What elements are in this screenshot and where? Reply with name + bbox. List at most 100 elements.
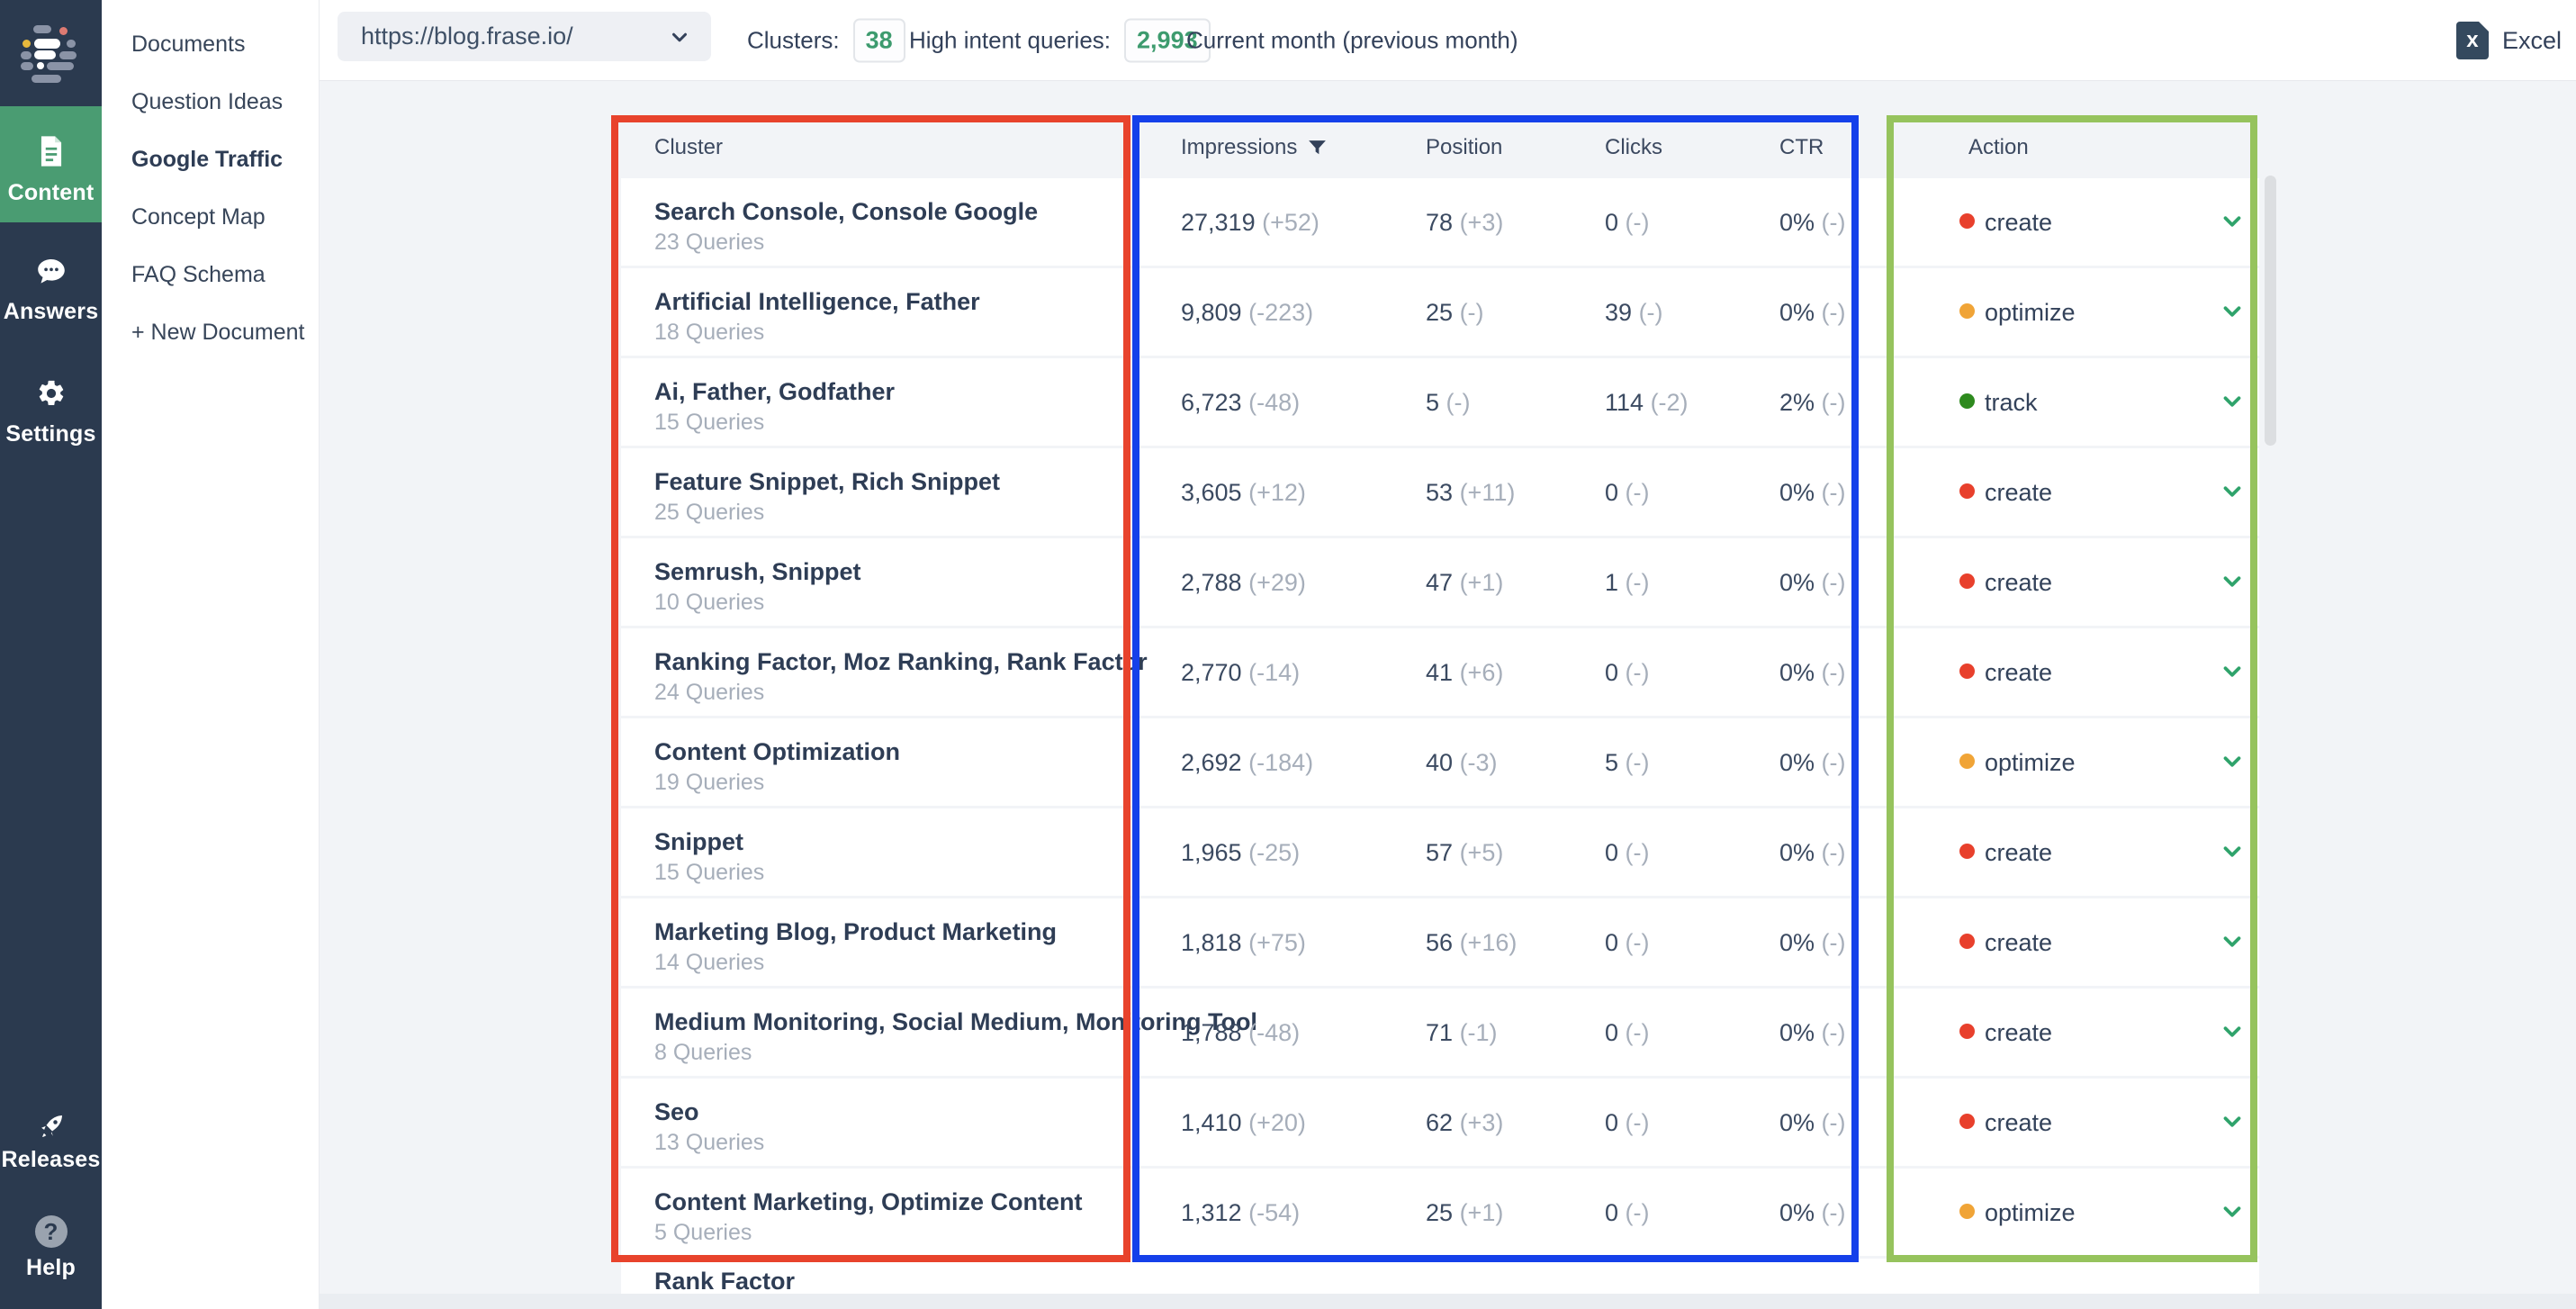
- cluster-name[interactable]: Rank Factor: [654, 1268, 796, 1294]
- chevron-down-icon[interactable]: [2219, 568, 2246, 595]
- rocket-icon: [37, 1112, 66, 1145]
- position-delta: (+5): [1459, 839, 1504, 866]
- cluster-name[interactable]: Feature Snippet, Rich Snippet: [654, 468, 1001, 495]
- impressions-value: 1,788 (-48): [1181, 1019, 1300, 1047]
- cluster-name[interactable]: Seo: [654, 1098, 699, 1125]
- action-label: create: [1985, 569, 2053, 596]
- chevron-down-icon[interactable]: [2219, 658, 2246, 685]
- rail-item-releases[interactable]: Releases: [0, 1098, 102, 1188]
- action-dropdown[interactable]: create: [1959, 808, 2247, 896]
- chevron-down-icon: [671, 32, 688, 41]
- action-dropdown[interactable]: create: [1959, 989, 2247, 1076]
- logo-pill: [59, 51, 77, 59]
- chevron-down-icon[interactable]: [2219, 748, 2246, 775]
- sidebar-item-new-document[interactable]: + New Document: [131, 319, 305, 345]
- action-dropdown[interactable]: track: [1959, 358, 2247, 446]
- column-header-impressions[interactable]: Impressions: [1181, 135, 1329, 160]
- frase-logo[interactable]: [0, 0, 102, 106]
- rail-label-settings: Settings: [5, 421, 96, 447]
- impressions-delta: (-14): [1248, 659, 1301, 686]
- chevron-down-icon[interactable]: [2219, 838, 2246, 865]
- action-dropdown[interactable]: optimize: [1959, 268, 2247, 356]
- cluster-name[interactable]: Medium Monitoring, Social Medium, Monito…: [654, 1008, 1257, 1035]
- cluster-name[interactable]: Search Console, Console Google: [654, 198, 1039, 225]
- logo-pill: [32, 75, 61, 83]
- position-delta: (+1): [1459, 1199, 1504, 1226]
- action-dropdown[interactable]: create: [1959, 1079, 2247, 1166]
- cluster-name[interactable]: Snippet: [654, 828, 743, 855]
- sidebar-item-faq-schema[interactable]: FAQ Schema: [131, 261, 266, 287]
- impressions-value: 1,965 (-25): [1181, 839, 1300, 867]
- action-dropdown[interactable]: optimize: [1959, 718, 2247, 806]
- table-scrollbar[interactable]: [2265, 176, 2276, 446]
- site-url-select[interactable]: https://blog.frase.io/: [338, 12, 711, 61]
- action-dropdown[interactable]: create: [1959, 178, 2247, 266]
- rail-item-settings[interactable]: Settings: [0, 365, 102, 458]
- action-label: create: [1985, 929, 2053, 956]
- ctr-delta: (-): [1821, 1109, 1846, 1136]
- clicks-value: 0 (-): [1605, 1019, 1650, 1047]
- chevron-down-icon[interactable]: [2219, 1108, 2246, 1135]
- cluster-query-count: 23 Queries: [654, 230, 765, 255]
- main-area: https://blog.frase.io/ Clusters: 38 High…: [320, 0, 2576, 1309]
- chevron-down-icon[interactable]: [2219, 388, 2246, 415]
- clicks-delta: (-): [1625, 569, 1650, 596]
- action-dropdown[interactable]: create: [1959, 448, 2247, 536]
- table-row-partial: Rank Factor: [621, 1259, 2259, 1294]
- cluster-name[interactable]: Artificial Intelligence, Father: [654, 288, 980, 315]
- cluster-name[interactable]: Ai, Father, Godfather: [654, 378, 896, 405]
- action-label: create: [1985, 209, 2053, 236]
- cluster-name[interactable]: Content Optimization: [654, 738, 900, 765]
- ctr-number: 0%: [1779, 1199, 1815, 1226]
- cluster-name[interactable]: Semrush, Snippet: [654, 558, 861, 585]
- cluster-name[interactable]: Ranking Factor, Moz Ranking, Rank Factor: [654, 648, 1148, 675]
- action-label: create: [1985, 839, 2053, 866]
- action-status-dot: [1959, 393, 1975, 409]
- action-dropdown[interactable]: optimize: [1959, 1169, 2247, 1256]
- high-intent-label: High intent queries:: [909, 26, 1112, 54]
- ctr-delta: (-): [1821, 479, 1846, 506]
- position-delta: (+1): [1459, 569, 1504, 596]
- cluster-name[interactable]: Marketing Blog, Product Marketing: [654, 918, 1058, 945]
- sidebar-item-documents[interactable]: Documents: [131, 31, 246, 57]
- action-dropdown[interactable]: create: [1959, 538, 2247, 626]
- export-excel-button[interactable]: x Excel: [2455, 22, 2562, 59]
- chevron-down-icon[interactable]: [2219, 478, 2246, 505]
- impressions-number: 9,809: [1181, 299, 1242, 326]
- cluster-query-count: 15 Queries: [654, 860, 765, 885]
- position-number: 5: [1426, 389, 1440, 416]
- filter-funnel-icon[interactable]: [1306, 137, 1329, 159]
- chevron-down-icon[interactable]: [2219, 1018, 2246, 1045]
- table-row: Ai, Father, Godfather 15 Queries 6,723 (…: [621, 358, 2259, 446]
- sidebar-item-google-traffic[interactable]: Google Traffic: [131, 146, 284, 172]
- clicks-delta: (-): [1625, 749, 1650, 776]
- impressions-number: 2,692: [1181, 749, 1242, 776]
- action-label: create: [1985, 659, 2053, 686]
- action-dropdown[interactable]: create: [1959, 898, 2247, 986]
- cluster-query-count: 8 Queries: [654, 1040, 752, 1065]
- clicks-value: 114 (-2): [1605, 389, 1689, 417]
- sidebar-item-concept-map[interactable]: Concept Map: [131, 203, 266, 230]
- chevron-down-icon[interactable]: [2219, 298, 2246, 325]
- rail-item-help[interactable]: ? Help: [0, 1203, 102, 1296]
- chevron-down-icon[interactable]: [2219, 208, 2246, 235]
- table-row: Artificial Intelligence, Father 18 Queri…: [621, 268, 2259, 356]
- position-number: 25: [1426, 1199, 1454, 1226]
- rail-item-content[interactable]: Content: [0, 106, 102, 222]
- chevron-down-icon[interactable]: [2219, 928, 2246, 955]
- action-label: optimize: [1985, 749, 2076, 776]
- action-dropdown[interactable]: create: [1959, 628, 2247, 716]
- rail-item-answers[interactable]: Answers: [0, 243, 102, 337]
- cluster-name[interactable]: Content Marketing, Optimize Content: [654, 1188, 1083, 1215]
- cluster-query-count: 25 Queries: [654, 500, 765, 525]
- sidebar-item-question-ideas[interactable]: Question Ideas: [131, 88, 284, 114]
- position-value: 71 (-1): [1426, 1019, 1498, 1047]
- chevron-down-icon[interactable]: [2219, 1198, 2246, 1225]
- ctr-delta: (-): [1821, 389, 1846, 416]
- table-row: Seo 13 Queries 1,410 (+20) 62 (+3) 0 (-)…: [621, 1079, 2259, 1166]
- clicks-value: 0 (-): [1605, 1109, 1650, 1137]
- google-traffic-content: Cluster Impressions Position Clicks CTR …: [320, 81, 2576, 1309]
- clicks-number: 0: [1605, 479, 1619, 506]
- impressions-delta: (-48): [1248, 1019, 1301, 1046]
- position-value: 5 (-): [1426, 389, 1471, 417]
